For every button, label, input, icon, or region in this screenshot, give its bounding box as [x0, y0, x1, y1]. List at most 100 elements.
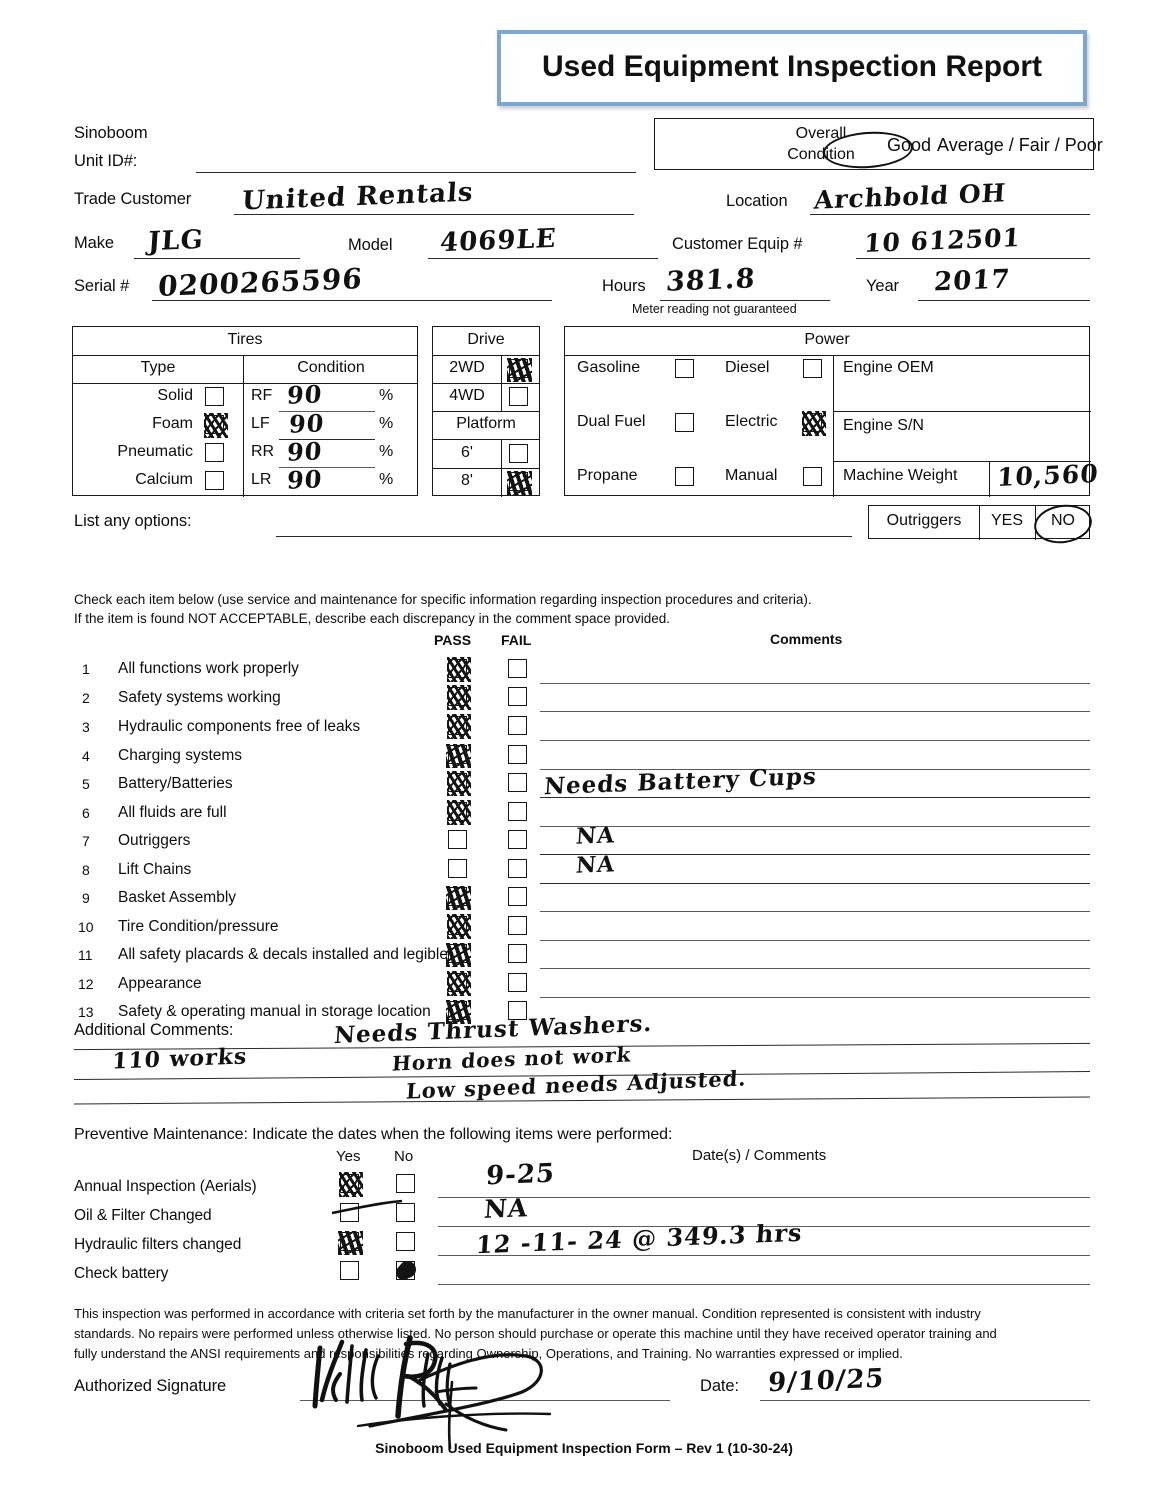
checklist-pass-6[interactable] — [448, 830, 467, 849]
checklist-fail-3[interactable] — [508, 745, 527, 764]
tire-cond-pos-0: RF — [251, 387, 273, 404]
checklist-fail-9[interactable] — [508, 916, 527, 935]
hours-note: Meter reading not guaranteed — [632, 302, 797, 316]
tire-type-checkbox-calcium[interactable] — [205, 471, 224, 490]
preventive-heading: Preventive Maintenance: Indicate the dat… — [74, 1126, 673, 1143]
tire-cond-value-0[interactable]: 90 — [286, 379, 324, 410]
checklist-fail-12[interactable] — [508, 1001, 527, 1020]
checklist-fail-4[interactable] — [508, 773, 527, 792]
additional-comments-line-2a[interactable]: 110 works — [111, 1043, 249, 1075]
pm-yes-1[interactable] — [340, 1203, 359, 1222]
checklist-fail-0[interactable] — [508, 659, 527, 678]
checklist-pass-2[interactable] — [447, 714, 471, 739]
power-checkbox-gasoline[interactable] — [675, 359, 694, 378]
checklist-fail-11[interactable] — [508, 973, 527, 992]
power-checkbox-electric[interactable] — [802, 411, 826, 436]
pm-yes-3[interactable] — [340, 1261, 359, 1280]
platform-checkbox-6ft[interactable] — [509, 444, 528, 463]
outriggers-yes[interactable]: YES — [990, 512, 1023, 529]
checklist-fail-7[interactable] — [508, 859, 527, 878]
model-label: Model — [348, 236, 393, 254]
report-title-box: Used Equipment Inspection Report — [497, 30, 1087, 106]
hours-value[interactable]: 381.8 — [665, 263, 757, 298]
drive-checkbox-4wd[interactable] — [509, 387, 528, 406]
checklist-comment-7[interactable]: NA — [575, 851, 617, 879]
power-checkbox-propane[interactable] — [675, 467, 694, 486]
model-value[interactable]: 4069LE — [439, 223, 558, 259]
tire-cond-pos-1: LF — [251, 415, 270, 432]
pm-no-3[interactable] — [396, 1261, 415, 1280]
comment-rule-2 — [540, 740, 1090, 741]
power-checkbox-dualfuel[interactable] — [675, 413, 694, 432]
power-label-gasoline: Gasoline — [577, 359, 641, 376]
comment-rule-8 — [540, 911, 1090, 912]
tire-cond-value-3[interactable]: 90 — [286, 464, 324, 495]
year-value[interactable]: 2017 — [933, 264, 1012, 298]
checklist-text-7: Lift Chains — [118, 861, 192, 878]
checklist-text-0: All functions work properly — [118, 660, 299, 677]
pm-no-1[interactable] — [396, 1203, 415, 1222]
pm-yes-0[interactable] — [339, 1172, 363, 1197]
pm-value-2[interactable]: 12 -11- 24 @ 349.3 hrs — [475, 1217, 804, 1260]
checklist-pass-3[interactable] — [446, 744, 471, 768]
pm-yes-2[interactable] — [338, 1231, 363, 1255]
comment-rule-5 — [540, 826, 1090, 827]
signature-date-value[interactable]: 9/10/25 — [767, 1363, 886, 1399]
platform-title: Platform — [456, 415, 516, 432]
checklist-fail-8[interactable] — [508, 887, 527, 906]
platform-checkbox-8ft[interactable] — [507, 471, 532, 495]
pm-value-0[interactable]: 9-25 — [485, 1158, 557, 1192]
col-header-pass: PASS — [434, 632, 472, 648]
tire-cond-value-2[interactable]: 90 — [286, 436, 324, 467]
condition-options-rest[interactable]: Average / Fair / Poor — [937, 135, 1103, 155]
checklist-pass-4[interactable] — [447, 771, 471, 796]
checklist-pass-7[interactable] — [448, 859, 467, 878]
list-options-rule — [276, 536, 852, 537]
tire-cond-unit-1: % — [379, 415, 394, 432]
model-rule — [428, 258, 658, 259]
customer-equip-value[interactable]: 10 612501 — [863, 222, 1022, 259]
pm-no-0[interactable] — [396, 1174, 415, 1193]
checklist-pass-1[interactable] — [447, 685, 471, 710]
power-checkbox-diesel[interactable] — [803, 359, 822, 378]
overall-condition-options[interactable]: Good Average / Fair / Poor — [887, 135, 1103, 156]
power-checkbox-manual[interactable] — [803, 467, 822, 486]
tire-type-checkbox-solid[interactable] — [205, 387, 224, 406]
checklist-instruction-1: Check each item below (use service and m… — [74, 592, 812, 607]
tires-table: Tires Type Condition Solid Foam Pneumati… — [72, 326, 418, 497]
checklist-pass-12[interactable] — [446, 1000, 471, 1024]
checklist-num-7: 8 — [82, 862, 90, 878]
pm-label-2: Hydraulic filters changed — [74, 1236, 242, 1253]
outriggers-no[interactable]: NO — [1051, 512, 1075, 529]
condition-option-good[interactable]: Good — [887, 135, 932, 155]
trade-customer-value[interactable]: United Rentals — [241, 177, 475, 217]
checklist-text-1: Safety systems working — [118, 689, 281, 706]
checklist-fail-10[interactable] — [508, 944, 527, 963]
tire-type-checkbox-pneumatic[interactable] — [205, 443, 224, 462]
checklist-fail-5[interactable] — [508, 802, 527, 821]
checklist-pass-5[interactable] — [447, 800, 471, 825]
pm-no-2[interactable] — [396, 1232, 415, 1251]
checklist-pass-9[interactable] — [447, 914, 471, 939]
engine-oem-label: Engine OEM — [843, 359, 934, 376]
location-value[interactable]: Archbold OH — [813, 178, 1008, 215]
checklist-pass-11[interactable] — [447, 971, 471, 996]
checklist-pass-0[interactable] — [447, 657, 471, 682]
comment-rule-0 — [540, 683, 1090, 684]
tire-cond-value-1[interactable]: 90 — [288, 408, 326, 439]
power-label-dualfuel: Dual Fuel — [577, 413, 646, 430]
serial-value[interactable]: 0200265596 — [156, 262, 364, 303]
make-value[interactable]: JLG — [147, 224, 205, 258]
power-label-propane: Propane — [577, 467, 638, 484]
machine-weight-value[interactable]: 10,560 — [996, 459, 1100, 492]
checklist-num-2: 3 — [82, 719, 90, 735]
pm-value-1[interactable]: NA — [483, 1193, 530, 1224]
tire-type-checkbox-foam[interactable] — [204, 413, 228, 438]
checklist-fail-2[interactable] — [508, 716, 527, 735]
checklist-fail-6[interactable] — [508, 830, 527, 849]
checklist-comment-6[interactable]: NA — [575, 822, 617, 850]
checklist-fail-1[interactable] — [508, 687, 527, 706]
checklist-pass-10[interactable] — [446, 943, 471, 967]
checklist-pass-8[interactable] — [446, 886, 471, 910]
drive-checkbox-2wd[interactable] — [507, 358, 532, 382]
